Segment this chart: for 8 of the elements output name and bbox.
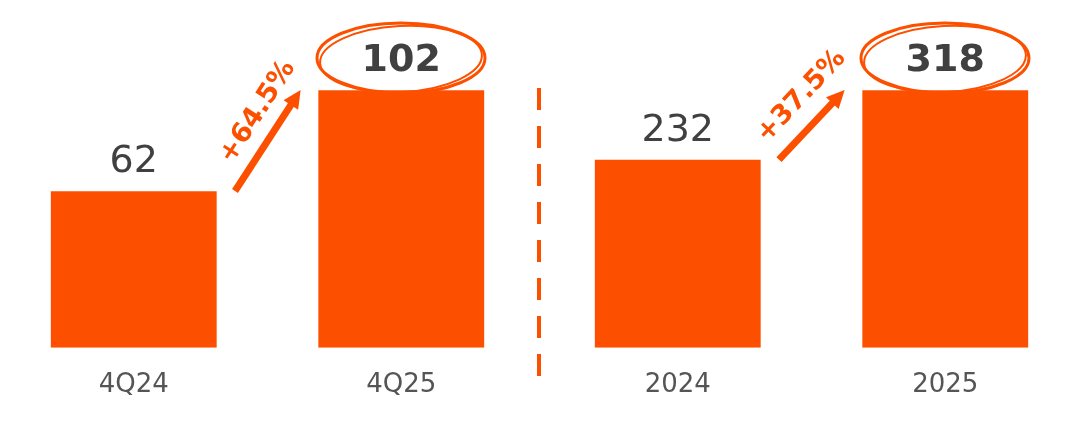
data-label: 318	[905, 36, 985, 81]
data-label: 62	[109, 137, 158, 182]
data-label: 232	[641, 105, 715, 150]
x-tick-label: 2024	[644, 368, 711, 399]
x-tick-label: 4Q24	[98, 368, 169, 399]
x-tick-label: 4Q25	[366, 368, 437, 399]
x-tick-label: 2025	[912, 368, 979, 399]
data-label: 102	[361, 36, 441, 81]
